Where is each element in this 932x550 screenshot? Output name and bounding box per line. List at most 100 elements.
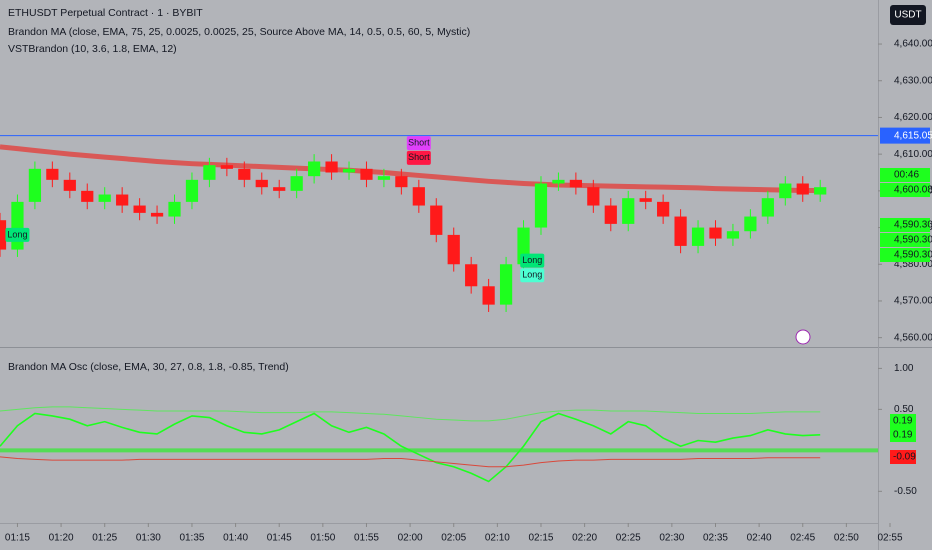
- price-box-label: 4,600.08: [894, 185, 932, 196]
- price-box: [880, 168, 930, 182]
- x-tick-label: 02:50: [834, 533, 859, 544]
- signal-label: Short: [408, 152, 430, 162]
- x-tick-label: 02:10: [485, 533, 510, 544]
- candle-body: [709, 227, 722, 239]
- currency-label[interactable]: USDT: [894, 10, 921, 21]
- currency-button[interactable]: [890, 5, 926, 25]
- candle-body: [238, 168, 251, 180]
- x-tick-label: 02:15: [528, 533, 553, 544]
- y-tick-label: 4,640.00: [894, 39, 932, 50]
- candle-body: [657, 201, 670, 217]
- indicator-title: VSTBrandon (10, 3.6, 1.8, EMA, 12): [8, 43, 177, 55]
- x-tick-label: 01:30: [136, 533, 161, 544]
- candle-body: [377, 176, 391, 180]
- candle-body: [98, 194, 111, 202]
- candle-body: [46, 168, 59, 180]
- signal-box: [406, 136, 431, 151]
- candle-body: [744, 216, 757, 232]
- series-line: [0, 406, 821, 422]
- signal-box: [520, 253, 545, 268]
- price-box: [880, 248, 930, 262]
- candle-body: [342, 168, 356, 173]
- series-line: [0, 144, 821, 194]
- candle-body: [203, 165, 216, 180]
- alert-icon[interactable]: [795, 329, 811, 345]
- x-tick-label: 02:25: [616, 533, 641, 544]
- candle-body: [587, 187, 600, 206]
- candle-body: [360, 168, 373, 180]
- candle-body: [63, 179, 76, 191]
- candle-body: [28, 168, 42, 202]
- y-tick-label: -0.50: [894, 486, 917, 497]
- y-tick-label: 4,580.00: [894, 259, 932, 270]
- x-tick-label: 02:00: [398, 533, 423, 544]
- candle-body: [726, 231, 740, 239]
- candle-body: [11, 201, 24, 250]
- x-tick-label: 02:35: [703, 533, 728, 544]
- y-tick-label: 1.00: [894, 363, 914, 374]
- oscillator-title: Brandon MA Osc (close, EMA, 30, 27, 0.8,…: [8, 361, 289, 373]
- x-tick-label: 01:25: [92, 533, 117, 544]
- candle-body: [499, 264, 513, 305]
- candle-body: [116, 194, 129, 206]
- price-box: [880, 183, 930, 197]
- y-tick-label: 4,570.00: [894, 296, 932, 307]
- x-tick-label: 02:45: [790, 533, 815, 544]
- x-tick-label: 01:35: [179, 533, 204, 544]
- x-tick-label: 02:05: [441, 533, 466, 544]
- x-tick-label: 01:15: [5, 533, 30, 544]
- candle-body: [447, 234, 460, 265]
- candle-body: [220, 165, 233, 169]
- candle-body: [290, 176, 303, 191]
- y-tick-label: 0.50: [894, 404, 914, 415]
- y-tick-label: 4,560.00: [894, 332, 932, 343]
- value-box: [890, 450, 916, 464]
- signal-label: Long: [522, 270, 542, 280]
- x-tick-label: 02:55: [877, 533, 902, 544]
- x-tick-label: 02:30: [659, 533, 684, 544]
- series-line: [0, 456, 821, 468]
- candle-body: [185, 179, 199, 202]
- price-box-label: 4,590.30: [894, 220, 932, 231]
- value-box: [890, 428, 916, 442]
- candle-body: [168, 201, 181, 217]
- candle-body: [150, 212, 164, 217]
- x-tick-label: 01:55: [354, 533, 379, 544]
- signal-label: Short: [408, 138, 430, 148]
- price-box: [880, 218, 930, 232]
- candle-body: [534, 183, 548, 228]
- signal-label: Long: [522, 255, 542, 265]
- value-box-label: 0.19: [893, 416, 913, 427]
- value-box: [890, 414, 916, 428]
- candle-body: [308, 161, 321, 177]
- value-box-label: -0.09: [893, 452, 916, 463]
- symbol-title: ETHUSDT Perpetual Contract · 1 · BYBIT: [8, 7, 203, 19]
- x-tick-label: 02:40: [747, 533, 772, 544]
- candle-body: [412, 187, 425, 206]
- indicator-title: Brandon MA (close, EMA, 75, 25, 0.0025, …: [8, 26, 470, 38]
- candle-body: [325, 161, 338, 173]
- candle-body: [569, 179, 582, 188]
- candle-body: [604, 205, 617, 224]
- candle-body: [639, 198, 652, 202]
- series-line: [0, 412, 821, 483]
- price-box-label: 4,590.30: [894, 250, 932, 261]
- x-tick-label: 01:50: [310, 533, 335, 544]
- candle-body: [81, 190, 94, 202]
- y-tick-label: 4,610.00: [894, 149, 932, 160]
- candle-body: [796, 183, 809, 195]
- price-box-label: 4,615.05: [894, 130, 932, 141]
- candle-body: [273, 187, 286, 191]
- x-tick-label: 01:20: [49, 533, 74, 544]
- candle-body: [622, 198, 635, 224]
- candle-body: [761, 198, 774, 217]
- signal-box: [406, 150, 431, 165]
- x-tick-label: 02:20: [572, 533, 597, 544]
- candle-body: [0, 220, 7, 250]
- candle-body: [552, 179, 565, 184]
- candle-body: [465, 264, 478, 287]
- price-box-label: 00:46: [894, 170, 919, 181]
- candle-body: [691, 227, 705, 246]
